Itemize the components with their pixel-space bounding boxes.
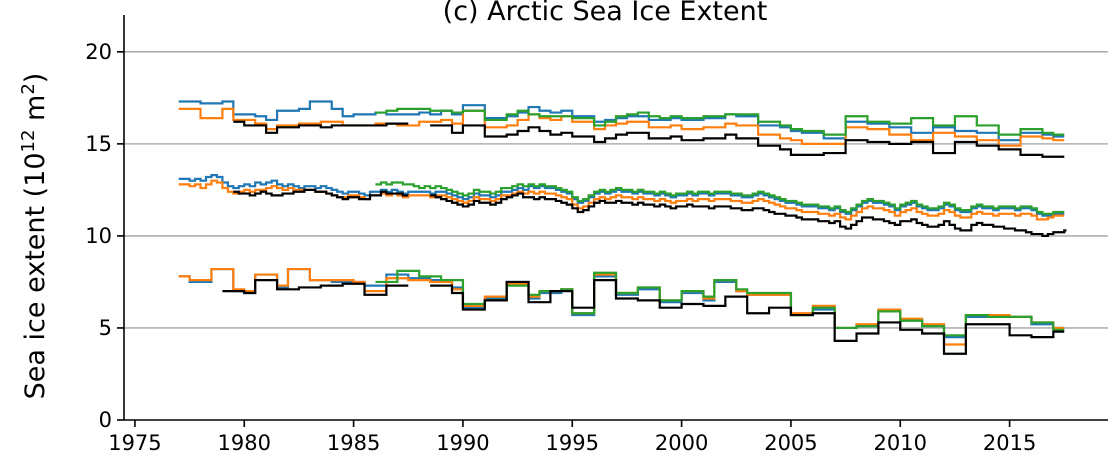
series-1-segment-0 xyxy=(178,107,1065,147)
axes xyxy=(123,15,1108,421)
x-tick-label-1: 1980 xyxy=(218,431,271,455)
chart-title: (c) Arctic Sea Ice Extent xyxy=(443,0,768,27)
y-tick-label-2: 10 xyxy=(85,224,112,248)
y-tick-label-4: 20 xyxy=(85,40,112,64)
x-tick-label-7: 2010 xyxy=(874,431,927,455)
y-axis-label-unit: m xyxy=(20,95,51,130)
series-3-segment-0 xyxy=(233,120,409,134)
y-axis-label-unit-exponent: 2 xyxy=(18,83,39,94)
series-3-segment-3 xyxy=(430,192,1067,238)
x-tick-label-3: 1990 xyxy=(436,431,489,455)
series-0-segment-1 xyxy=(178,174,1065,217)
x-tick-label-0: 1975 xyxy=(108,431,161,455)
x-tick-label-8: 2015 xyxy=(983,431,1036,455)
series-3-segment-2 xyxy=(233,188,409,201)
x-tick-label-4: 1995 xyxy=(546,431,599,455)
x-tick-label-6: 2005 xyxy=(764,431,817,455)
y-tick-label-3: 15 xyxy=(85,132,112,156)
y-tick-label-1: 5 xyxy=(99,316,112,340)
y-axis-label-close: ) xyxy=(20,73,51,84)
y-axis-label: Sea ice extent (1012 m2) xyxy=(18,73,52,400)
series-3-segment-4 xyxy=(222,278,409,296)
y-axis-label-main: Sea ice extent (10 xyxy=(20,152,51,399)
series-1-segment-2 xyxy=(178,267,1065,346)
series-2-segment-2 xyxy=(375,269,1065,337)
data-series xyxy=(178,100,1067,355)
series-3-segment-5 xyxy=(430,278,1065,355)
x-tick-label-5: 2000 xyxy=(655,431,708,455)
series-3-segment-1 xyxy=(430,124,1065,158)
x-tick-label-2: 1985 xyxy=(327,431,380,455)
series-2-segment-1 xyxy=(375,181,1065,215)
y-axis-label-exponent: 12 xyxy=(18,130,39,153)
series-2-segment-0 xyxy=(375,107,1065,136)
y-tick-label-0: 0 xyxy=(99,408,112,432)
y-axis-ticks: 0 5 10 15 20 xyxy=(85,40,124,432)
x-axis-ticks: 1975 1980 1985 1990 1995 2000 2005 2010 2015 xyxy=(108,420,1036,455)
